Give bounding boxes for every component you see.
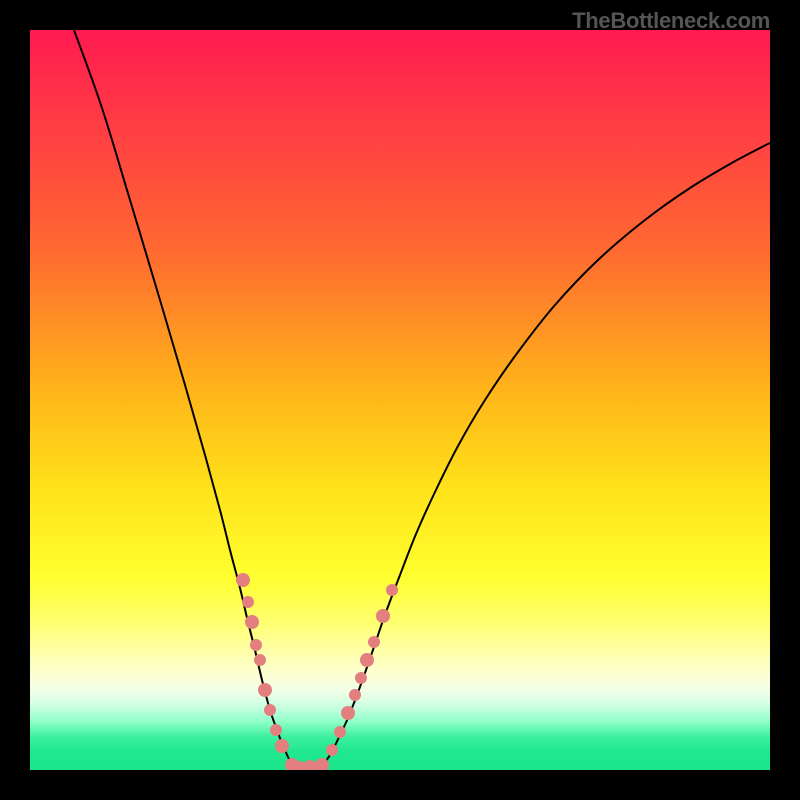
curve-marker: [341, 706, 355, 720]
curve-layer: [30, 30, 770, 770]
curve-marker: [326, 744, 338, 756]
curve-marker: [349, 689, 361, 701]
curve-marker: [275, 739, 289, 753]
curve-marker: [245, 615, 259, 629]
bottleneck-curve: [74, 30, 770, 767]
chart-frame: TheBottleneck.com: [0, 0, 800, 800]
curve-marker: [303, 760, 317, 770]
curve-marker: [376, 609, 390, 623]
curve-marker: [242, 596, 254, 608]
curve-marker: [264, 704, 276, 716]
curve-marker: [386, 584, 398, 596]
curve-marker: [250, 639, 262, 651]
curve-marker: [254, 654, 266, 666]
curve-marker: [360, 653, 374, 667]
curve-marker: [368, 636, 380, 648]
curve-marker: [355, 672, 367, 684]
watermark-text: TheBottleneck.com: [572, 8, 770, 34]
curve-marker: [270, 724, 282, 736]
plot-area: [30, 30, 770, 770]
curve-marker: [258, 683, 272, 697]
curve-marker: [334, 726, 346, 738]
curve-marker: [236, 573, 250, 587]
